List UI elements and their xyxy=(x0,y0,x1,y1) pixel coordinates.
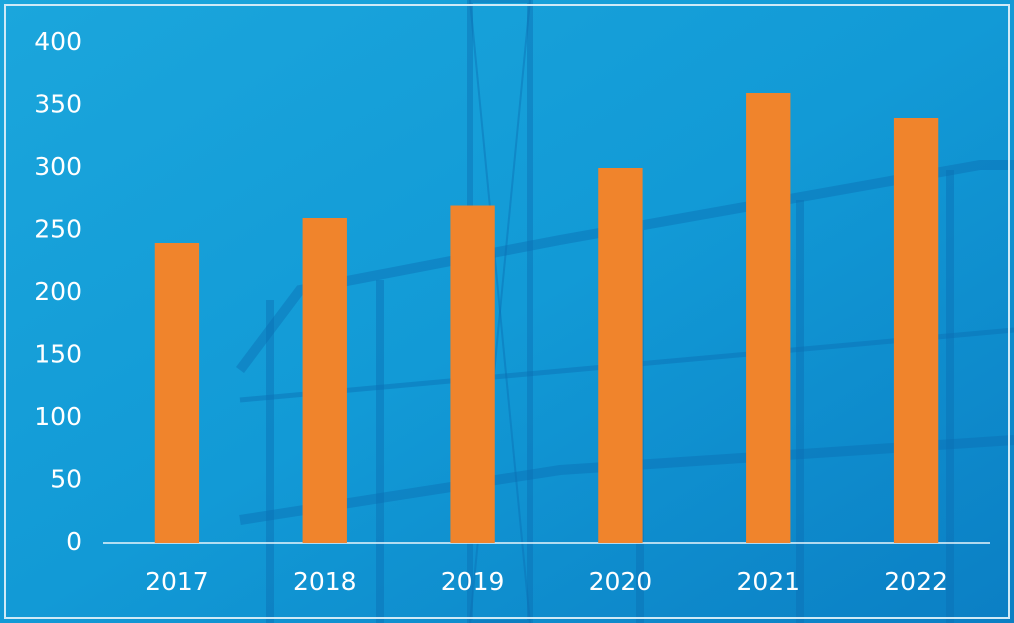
x-tick-label: 2020 xyxy=(589,567,653,596)
frame xyxy=(4,4,1010,619)
y-tick-label: 400 xyxy=(34,27,82,56)
y-tick-label: 250 xyxy=(34,215,82,244)
y-tick-label: 0 xyxy=(66,527,82,556)
y-tick-label: 200 xyxy=(34,277,82,306)
x-tick-label: 2019 xyxy=(441,567,505,596)
y-tick-label: 100 xyxy=(34,402,82,431)
bar xyxy=(598,168,643,543)
y-tick-label: 350 xyxy=(34,90,82,119)
bar xyxy=(154,243,200,543)
x-tick-label: 2017 xyxy=(145,567,209,596)
bar xyxy=(746,93,791,543)
x-tick-label: 2022 xyxy=(884,567,948,596)
y-tick-label: 300 xyxy=(34,152,82,181)
bar xyxy=(302,218,347,543)
y-tick-label: 50 xyxy=(50,465,82,494)
y-tick-label: 150 xyxy=(34,340,82,369)
bar xyxy=(893,118,939,543)
x-tick-label: 2018 xyxy=(293,567,357,596)
x-tick-label: 2021 xyxy=(736,567,800,596)
bar xyxy=(450,205,495,543)
